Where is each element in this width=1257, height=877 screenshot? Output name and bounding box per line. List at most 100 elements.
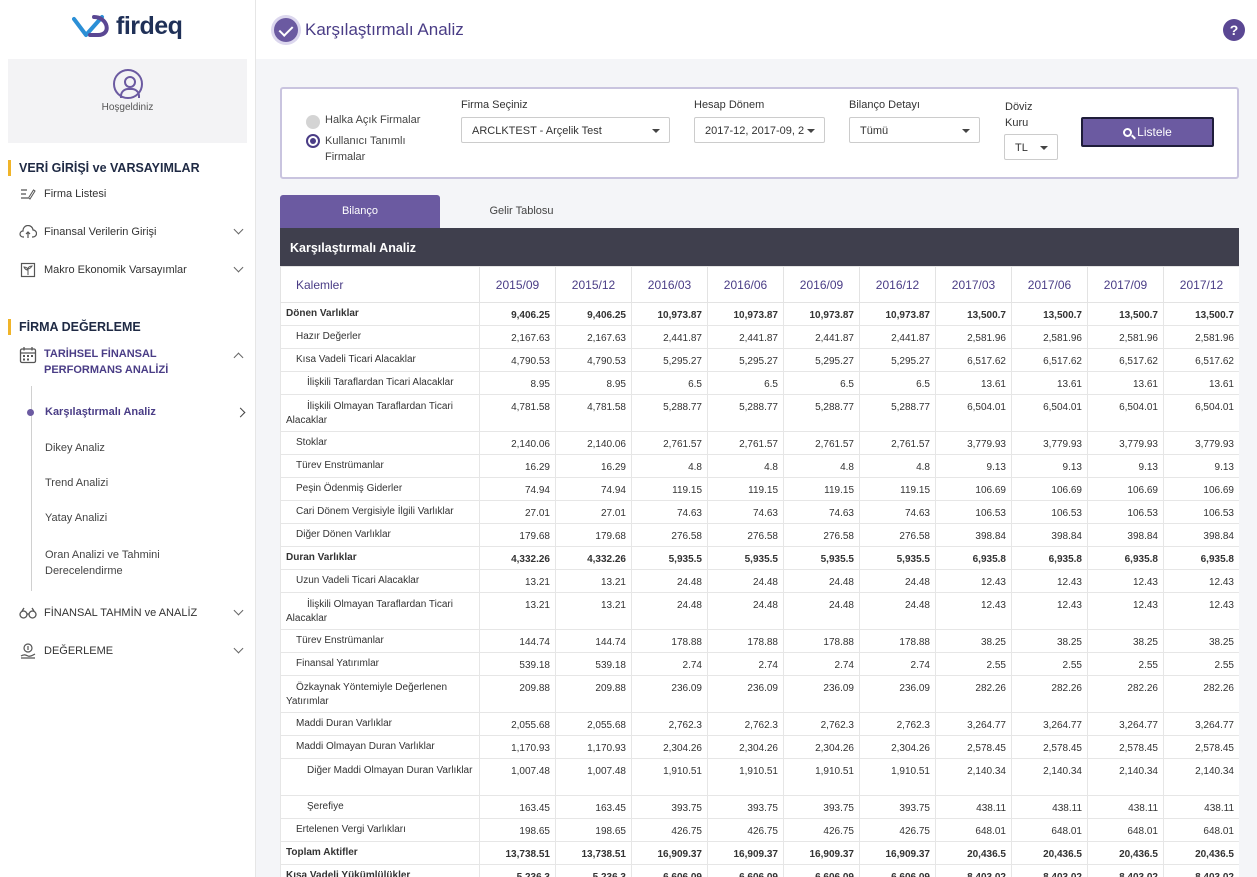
table-cell: 3,264.77 [1163, 712, 1239, 736]
table-cell: 4,332.26 [479, 546, 556, 570]
sub-dikey[interactable]: Dikey Analiz [45, 442, 105, 454]
table-cell: 24.48 [631, 569, 708, 593]
table-cell: 12.43 [1087, 569, 1164, 593]
table-cell: 2,761.57 [631, 431, 708, 455]
firma-select[interactable]: ARCLKTEST - Arçelik Test [461, 117, 670, 143]
table-cell: 9,406.25 [555, 302, 632, 326]
sub-trend[interactable]: Trend Analizi [45, 477, 109, 489]
table-cell: 2,140.34 [1087, 758, 1164, 796]
table-cell: 38.25 [1163, 629, 1239, 653]
table-cell: 106.69 [1163, 477, 1239, 501]
table-cell: 6,606.09 [783, 864, 860, 877]
caret-down-icon [807, 129, 815, 133]
nav-degerleme[interactable]: DEĞERLEME [18, 641, 250, 661]
table-cell: 8,403.02 [1011, 864, 1088, 877]
tab-bilanco[interactable]: Bilanço [280, 195, 440, 228]
binoculars-icon [18, 605, 38, 621]
table-cell: 13.61 [1087, 371, 1164, 395]
column-header[interactable]: 2015/12 [555, 266, 632, 303]
column-header[interactable]: 2016/09 [783, 266, 860, 303]
table-cell: 2,578.45 [1163, 735, 1239, 759]
row-label: Diğer Dönen Varlıklar [280, 523, 480, 547]
table-cell: 2,055.68 [479, 712, 556, 736]
table-cell: 3,779.93 [1163, 431, 1239, 455]
donem-select[interactable]: 2017-12, 2017-09, 2 [694, 117, 825, 143]
table-cell: 6,517.62 [1163, 348, 1239, 372]
column-header[interactable]: 2015/09 [479, 266, 556, 303]
table-cell: 426.75 [783, 818, 860, 842]
comparison-table-container[interactable]: Kalemler 2015/09 2015/12 2016/03 2016/06 2016… [280, 266, 1239, 877]
column-header[interactable]: 2017/12 [1163, 266, 1239, 303]
table-cell: 2,762.3 [859, 712, 936, 736]
table-cell: 2,578.45 [1087, 735, 1164, 759]
help-icon[interactable]: ? [1223, 19, 1245, 41]
table-cell: 12.43 [1011, 592, 1088, 630]
sub-karsilastirmali[interactable]: Karşılaştırmalı Analiz [45, 406, 156, 418]
table-cell: 12.43 [935, 592, 1012, 630]
table-cell: 144.74 [479, 629, 556, 653]
chevron-down-icon [233, 224, 244, 235]
row-label: Türev Enstrümanlar [280, 629, 480, 653]
sub-yatay[interactable]: Yatay Analizi [45, 512, 108, 524]
page-header: Karşılaştırmalı Analiz ? [256, 0, 1257, 59]
table-cell: 3,779.93 [935, 431, 1012, 455]
column-header[interactable]: 2017/03 [935, 266, 1012, 303]
tab-gelir-tablosu[interactable]: Gelir Tablosu [489, 205, 554, 217]
bilanco-select[interactable]: Tümü [849, 117, 980, 143]
radio-kullanici-tanimli[interactable]: Kullanıcı Tanımlı Firmalar [306, 133, 406, 165]
table-row: İlişkili Taraflardan Ticari Alacaklar 8.9… [280, 371, 1239, 395]
table-cell: 16,909.37 [631, 841, 708, 865]
column-header[interactable]: 2017/06 [1011, 266, 1088, 303]
table-cell: 4,332.26 [555, 546, 632, 570]
table-cell: 438.11 [1163, 795, 1239, 819]
column-header[interactable]: 2016/12 [859, 266, 936, 303]
table-cell: 10,973.87 [631, 302, 708, 326]
table-cell: 16,909.37 [783, 841, 860, 865]
nav-tahmin[interactable]: FİNANSAL TAHMİN ve ANALİZ [18, 603, 250, 623]
table-row: Finansal Yatırımlar 539.18 539.18 2.74 2.74 2… [280, 652, 1239, 676]
table-cell: 6.5 [707, 371, 784, 395]
table-cell: 398.84 [1163, 523, 1239, 547]
table-cell: 398.84 [1087, 523, 1164, 547]
column-header[interactable]: 2016/03 [631, 266, 708, 303]
column-header[interactable]: 2017/09 [1087, 266, 1164, 303]
table-cell: 2,581.96 [1163, 325, 1239, 349]
user-avatar-icon[interactable] [112, 69, 143, 99]
table-cell: 276.58 [707, 523, 784, 547]
doviz-select[interactable]: TL [1004, 134, 1058, 160]
table-cell: 16.29 [555, 454, 632, 478]
nav-degerleme-label: DEĞERLEME [44, 645, 114, 657]
table-row: Özkaynak Yöntemiyle Değerlenen Yatırımla… [280, 675, 1239, 713]
section-firma-degerleme: FİRMA DEĞERLEME [8, 319, 141, 335]
table-cell: 9.13 [1087, 454, 1164, 478]
nav-finansal-veri-label: Finansal Verilerin Girişi [44, 226, 157, 238]
table-cell: 4,781.58 [479, 394, 556, 432]
logo[interactable]: firdeq [72, 10, 183, 42]
table-cell: 163.45 [479, 795, 556, 819]
table-cell: 179.68 [555, 523, 632, 547]
table-cell: 2,441.87 [631, 325, 708, 349]
table-cell: 8.95 [479, 371, 556, 395]
table-cell: 8.95 [555, 371, 632, 395]
calendar-icon [18, 347, 38, 364]
table-cell: 5,295.27 [707, 348, 784, 372]
table-cell: 2,304.26 [783, 735, 860, 759]
radio-halka-acik[interactable]: Halka Açık Firmalar [306, 114, 420, 129]
sub-oran[interactable]: Oran Analizi ve Tahmini Derecelendirme [45, 547, 160, 579]
nav-finansal-veri[interactable]: Finansal Verilerin Girişi [18, 222, 250, 242]
table-cell: 236.09 [783, 675, 860, 713]
nav-makro[interactable]: Makro Ekonomik Varsayımlar [18, 260, 250, 280]
table-cell: 209.88 [555, 675, 632, 713]
donem-select-value: 2017-12, 2017-09, 2 [705, 125, 805, 137]
table-cell: 6,606.09 [631, 864, 708, 877]
listele-button[interactable]: Listele [1081, 117, 1214, 147]
table-cell: 236.09 [707, 675, 784, 713]
money-hand-icon [18, 643, 38, 659]
column-header[interactable]: 2016/06 [707, 266, 784, 303]
table-row: Uzun Vadeli Ticari Alacaklar 13.21 13.21 24… [280, 569, 1239, 593]
nav-tarihsel[interactable]: TARİHSEL FİNANSAL PERFORMANS ANALİZİ [18, 346, 250, 378]
table-row: Maddi Duran Varlıklar 2,055.68 2,055.68 2,7… [280, 712, 1239, 736]
sub-oran-line2: Derecelendirme [45, 565, 123, 577]
nav-firma-listesi[interactable]: Firma Listesi [18, 184, 250, 204]
logo-icon [72, 15, 109, 37]
